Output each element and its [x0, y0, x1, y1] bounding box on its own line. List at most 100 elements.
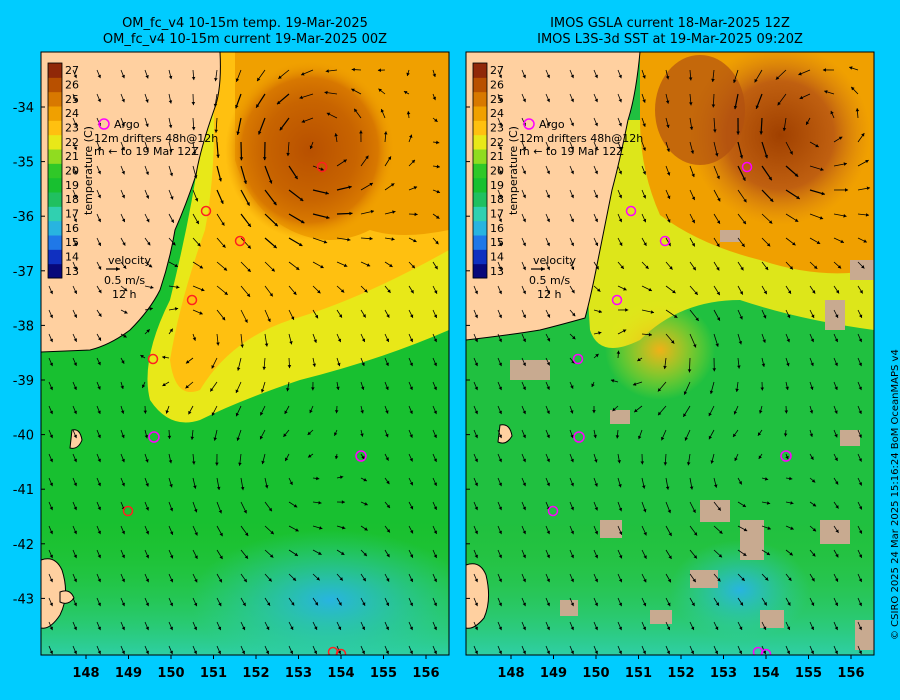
- current-arrowhead: [570, 458, 574, 463]
- current-arrowhead: [334, 432, 338, 436]
- current-arrowhead: [755, 105, 760, 109]
- current-arrowhead: [287, 364, 292, 369]
- current-arrowhead: [97, 337, 102, 341]
- current-arrowhead: [810, 386, 814, 390]
- current-arrowhead: [761, 363, 766, 367]
- current-arrowhead: [268, 180, 273, 184]
- drifter-legend-line1: 12m drifters 48h@12h: [519, 132, 643, 145]
- current-arrowhead: [810, 650, 814, 655]
- current-arrowhead: [546, 410, 550, 414]
- current-arrowhead: [318, 551, 322, 555]
- current-arrowhead: [498, 98, 502, 103]
- current-arrowhead: [668, 532, 672, 537]
- current-arrowhead: [169, 328, 173, 333]
- current-arrowhead: [188, 410, 192, 415]
- current-arrowhead: [387, 156, 392, 160]
- current-arrowhead: [638, 435, 642, 440]
- current-arrowhead: [741, 577, 745, 581]
- current-arrowhead: [763, 314, 767, 319]
- current-arrowhead: [214, 77, 218, 82]
- colorbar-swatch: [473, 77, 487, 93]
- current-arrowhead: [546, 122, 550, 127]
- current-arrowhead: [433, 362, 437, 367]
- colorbar-swatch: [48, 134, 62, 150]
- current-arrowhead: [812, 553, 816, 557]
- current-arrowhead: [691, 196, 696, 201]
- current-arrowhead: [283, 433, 287, 437]
- current-arrowhead: [300, 219, 305, 224]
- current-arrowhead: [737, 365, 741, 369]
- current-arrowhead: [436, 189, 441, 194]
- current-arrowhead: [695, 317, 699, 321]
- velocity-scale-arrowhead: [541, 267, 545, 271]
- current-arrowhead: [169, 602, 174, 607]
- current-arrowhead: [642, 602, 647, 607]
- current-arrowhead: [289, 481, 293, 485]
- current-arrowhead: [213, 103, 218, 107]
- current-arrowhead: [777, 101, 781, 106]
- current-arrowhead: [146, 218, 150, 223]
- colorbar-tick-label: 22: [65, 136, 79, 149]
- current-arrowhead: [672, 289, 676, 294]
- current-arrowhead: [692, 578, 696, 583]
- current-arrowhead: [594, 74, 598, 79]
- current-arrowhead: [194, 555, 198, 559]
- current-arrowhead: [758, 410, 763, 414]
- current-arrowhead: [757, 432, 762, 436]
- current-arrowhead: [73, 434, 77, 439]
- current-arrowhead: [369, 236, 373, 241]
- current-arrowhead: [785, 386, 789, 390]
- current-arrowhead: [546, 626, 550, 631]
- current-arrowhead: [474, 458, 478, 463]
- lat-tick-label: -36: [13, 210, 34, 225]
- current-arrowhead: [570, 98, 574, 103]
- lat-tick-label: -35: [13, 156, 34, 171]
- current-arrowhead: [326, 112, 331, 116]
- current-arrowhead: [411, 159, 415, 164]
- colorbar-tick-label: 19: [65, 179, 79, 192]
- current-arrowhead: [522, 578, 526, 583]
- current-arrowhead: [73, 530, 77, 535]
- colorbar-swatch: [48, 149, 62, 164]
- current-arrowhead: [197, 242, 201, 247]
- velocity-scale-label: 0.5 m/s: [104, 274, 145, 287]
- current-arrowhead: [314, 626, 318, 630]
- current-arrowhead: [810, 362, 814, 367]
- current-arrowhead: [290, 626, 294, 630]
- current-arrowhead: [522, 338, 526, 342]
- current-arrowhead: [858, 482, 862, 486]
- lat-tick-label: -37: [13, 265, 34, 280]
- current-arrowhead: [316, 577, 320, 581]
- current-arrowhead: [786, 650, 790, 655]
- left-title-line1: OM_fc_v4 10-15m temp. 19-Mar-2025: [122, 16, 368, 31]
- current-arrowhead: [663, 365, 667, 370]
- current-arrowhead: [687, 369, 692, 373]
- colorbar-tick-label: 17: [490, 208, 504, 221]
- current-arrowhead: [522, 362, 526, 366]
- colorbar-axis-label: temperature (C): [507, 126, 520, 215]
- lat-tick-label: -40: [13, 429, 34, 444]
- current-arrowhead: [736, 131, 740, 135]
- colorbar-swatch: [473, 120, 487, 136]
- current-arrowhead: [625, 308, 629, 312]
- current-arrowhead: [641, 485, 646, 489]
- current-arrowhead: [474, 506, 478, 511]
- colorbar-tick-label: 24: [490, 107, 504, 120]
- current-arrowhead: [619, 242, 623, 246]
- colorbar-tick-label: 20: [65, 165, 79, 178]
- current-arrowhead: [167, 435, 172, 439]
- current-arrowhead: [49, 410, 53, 415]
- current-arrowhead: [812, 527, 817, 532]
- current-arrowhead: [364, 289, 368, 293]
- colorbar-swatch: [473, 177, 487, 193]
- current-arrowhead: [616, 350, 621, 354]
- current-arrowhead: [594, 122, 598, 127]
- current-arrowhead: [97, 218, 101, 223]
- current-arrowhead: [218, 602, 222, 607]
- right-tasmania: [466, 563, 490, 629]
- current-arrow: [264, 189, 277, 206]
- current-arrowhead: [810, 626, 815, 631]
- current-arrowhead: [764, 154, 768, 159]
- current-arrowhead: [714, 650, 719, 655]
- current-arrowhead: [498, 482, 502, 487]
